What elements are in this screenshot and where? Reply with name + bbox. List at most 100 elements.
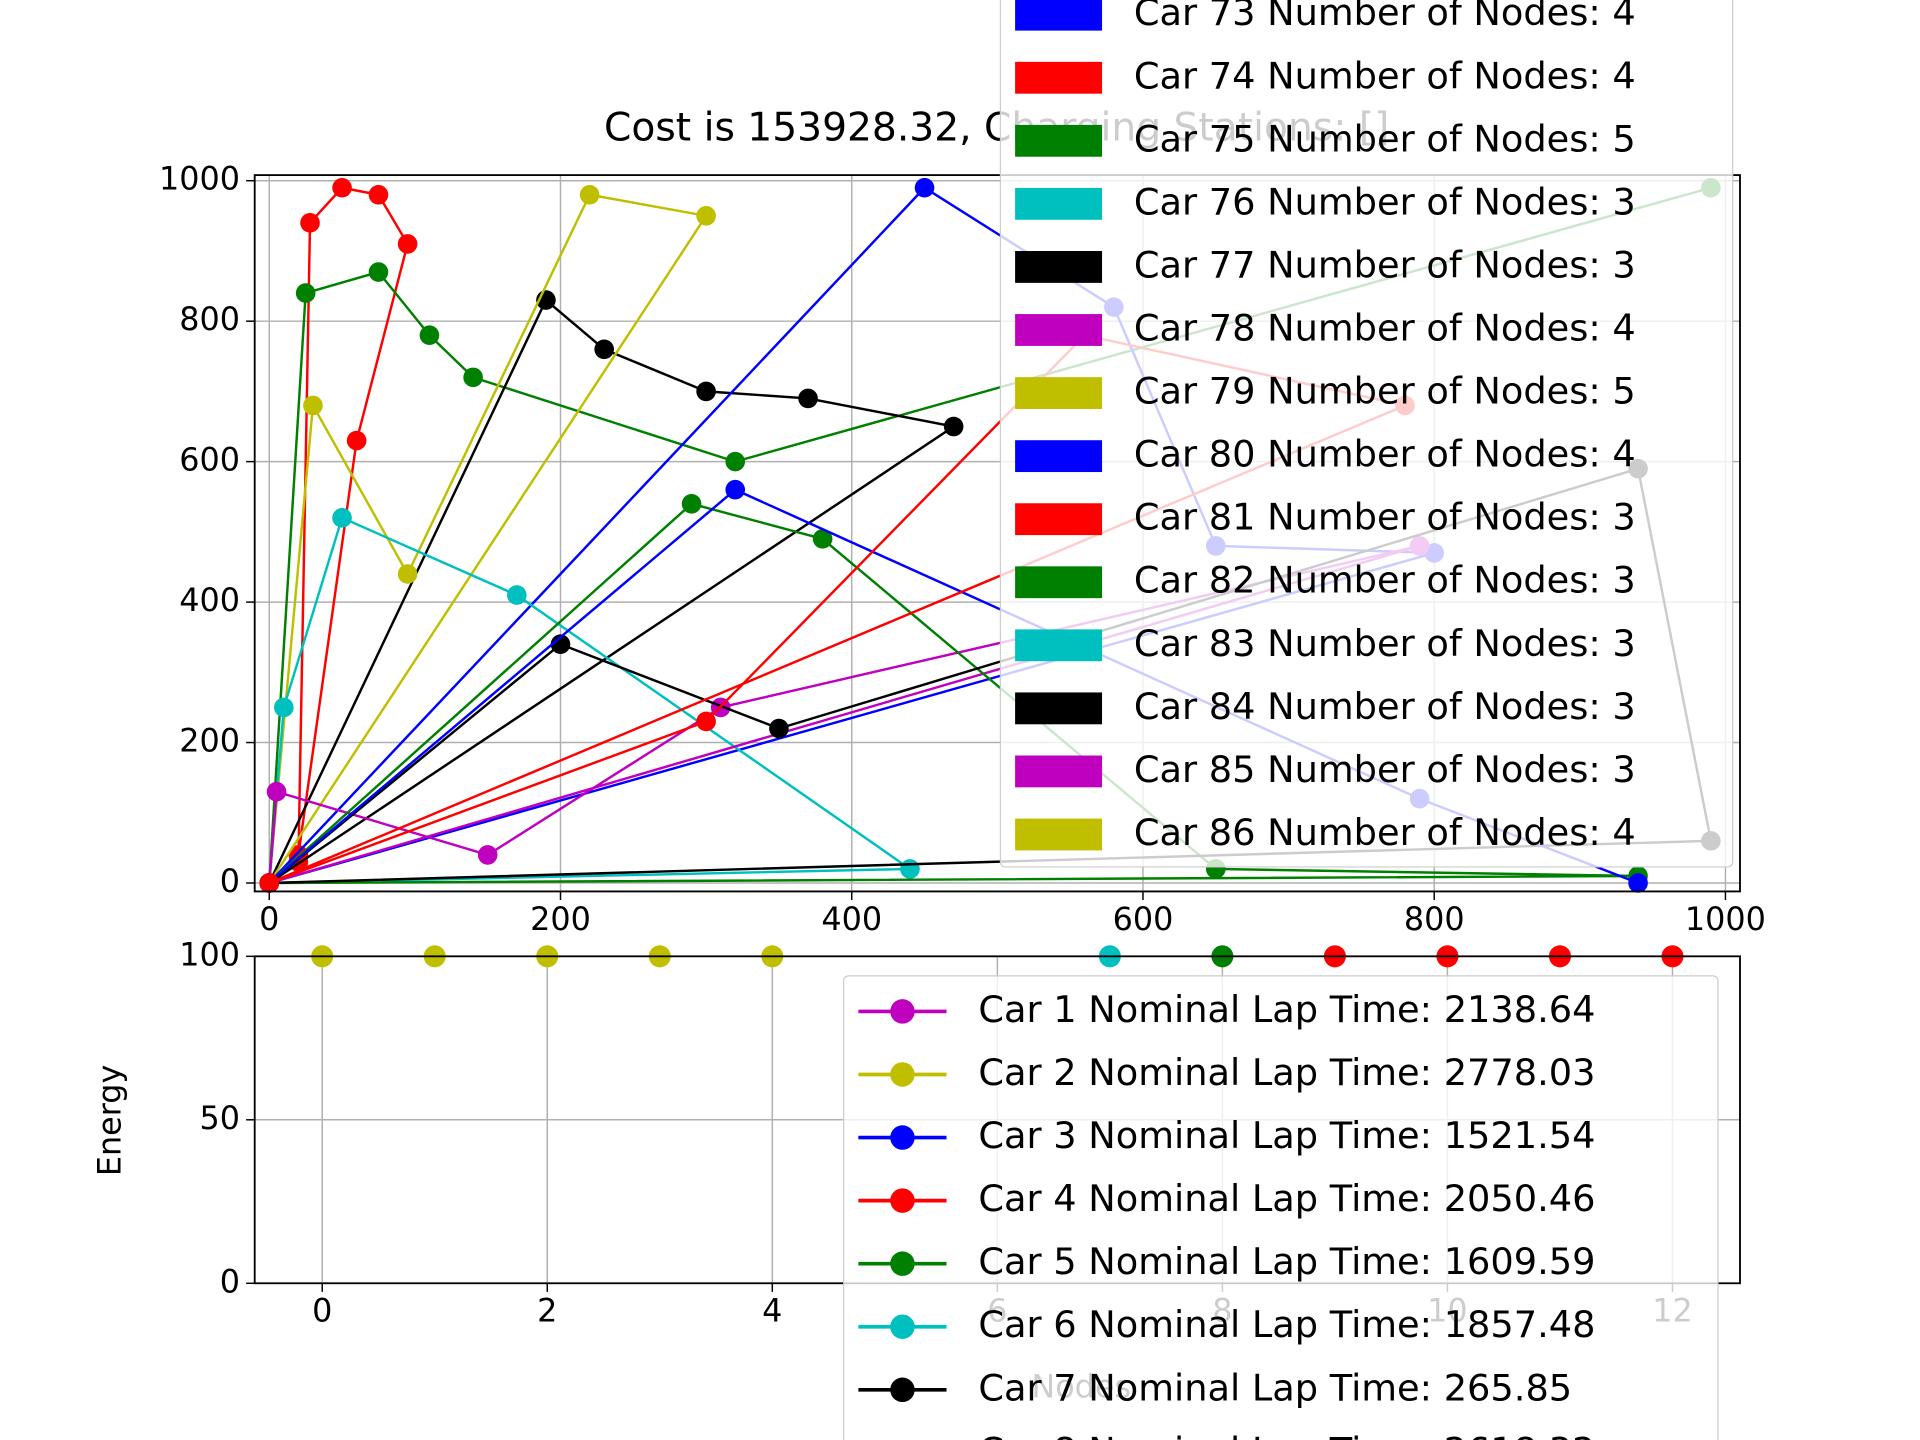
legend-patch [1015, 377, 1103, 409]
route-node [812, 529, 833, 549]
legend-label: Car 74 Number of Nodes: 4 [1134, 54, 1636, 97]
legend-marker [890, 1377, 915, 1403]
x-tick-label: 0 [312, 1292, 332, 1330]
legend-label: Car 73 Number of Nodes: 4 [1134, 0, 1636, 34]
legend-marker [890, 1314, 915, 1339]
legend-label: Car 75 Number of Nodes: 5 [1134, 117, 1636, 160]
legend-label: Car 80 Number of Nodes: 4 [1134, 433, 1636, 476]
route-node [266, 781, 287, 802]
legend-patch [1015, 61, 1103, 94]
y-tick-label: 400 [179, 581, 240, 619]
legend-patch [1015, 251, 1103, 283]
y-tick-label: 0 [220, 862, 240, 900]
legend-label: Car 4 Nominal Lap Time: 2050.46 [978, 1177, 1595, 1220]
axes-frame [253, 174, 1741, 893]
x-tick-label: 400 [821, 900, 882, 938]
legend-label: Car 78 Number of Nodes: 4 [1134, 307, 1636, 350]
route-node [696, 381, 716, 402]
x-tick-label: 200 [530, 900, 591, 938]
legend-label: Car 85 Number of Nodes: 3 [1134, 748, 1636, 791]
legend-label: Car 84 Number of Nodes: 3 [1134, 685, 1636, 728]
legend-label: Car 77 Number of Nodes: 3 [1134, 243, 1636, 286]
route-node [332, 508, 352, 528]
y-tick-label: 1000 [159, 160, 240, 198]
legend-marker [890, 1188, 915, 1213]
route-node [943, 416, 964, 437]
route-node [696, 711, 716, 732]
route-line [268, 193, 709, 884]
legend-label: Car 76 Number of Nodes: 3 [1134, 180, 1636, 223]
legend-box [843, 975, 1719, 1440]
legend-label: Car 79 Number of Nodes: 5 [1134, 370, 1636, 413]
route-node [725, 451, 746, 472]
route-node [507, 585, 527, 605]
route-node [259, 873, 280, 893]
legend-label: Car 83 Number of Nodes: 3 [1134, 622, 1636, 665]
route-node [368, 184, 389, 205]
legend-label: Car 7 Nominal Lap Time: 265.85 [978, 1366, 1572, 1409]
legend-label: Car 2 Nominal Lap Time: 2778.03 [978, 1051, 1595, 1094]
route-node [681, 493, 702, 514]
route-node [550, 634, 571, 655]
legend-patch [1015, 818, 1103, 851]
route-node [300, 213, 320, 233]
legend-patch [1015, 314, 1103, 346]
x-tick-label: 4 [762, 1292, 782, 1330]
route-node [900, 859, 920, 879]
route-node [303, 395, 323, 416]
legend-label: Car 6 Nominal Lap Time: 1857.48 [978, 1303, 1595, 1346]
x-tick-label: 600 [1113, 900, 1174, 938]
route-node [419, 325, 440, 346]
y-tick-label: 200 [179, 722, 240, 760]
route-node [914, 177, 935, 198]
legend-patch [1015, 692, 1103, 725]
route-node [346, 430, 367, 451]
x-tick-label: 2 [537, 1292, 557, 1330]
route-node [769, 718, 789, 739]
legend-patch [1015, 187, 1103, 220]
legend-patch [1015, 124, 1103, 157]
legend-patch [1015, 755, 1103, 788]
x-tick-label: 0 [259, 900, 279, 938]
legend-marker [890, 1125, 915, 1150]
y-tick-label: 100 [179, 935, 240, 973]
legend-patch [1015, 0, 1103, 31]
route-node [295, 283, 316, 303]
route-node [274, 697, 294, 718]
y-axis-label: Energy [90, 1065, 128, 1176]
x-tick-label: 800 [1404, 900, 1465, 938]
y-tick-label: 800 [179, 300, 240, 338]
x-tick-label: 1000 [1685, 900, 1766, 938]
legend-label: Car 1 Nominal Lap Time: 2138.64 [978, 988, 1595, 1031]
legend-label: Car 3 Nominal Lap Time: 1521.54 [978, 1114, 1595, 1157]
legend-patch [1015, 440, 1103, 473]
route-node [594, 339, 614, 360]
y-tick-label: 600 [179, 441, 240, 479]
route-node [463, 367, 483, 388]
legend-box [999, 0, 1734, 868]
y-tick-label: 50 [199, 1099, 240, 1137]
route-node [1628, 873, 1648, 893]
route-node [579, 184, 600, 205]
legend-label: Car 86 Number of Nodes: 4 [1134, 811, 1636, 854]
legend-label: Car 81 Number of Nodes: 3 [1134, 496, 1636, 539]
route-node [397, 564, 418, 584]
route-node [477, 845, 498, 865]
legend-patch [1015, 629, 1103, 662]
route-node [725, 479, 746, 500]
legend-marker [890, 999, 915, 1024]
route-node [397, 234, 418, 254]
route-node [798, 388, 818, 409]
legend-label: Car 8 Nominal Lap Time: 2618.32 [978, 1429, 1595, 1440]
legend-marker [890, 1062, 915, 1087]
legend-label: Car 82 Number of Nodes: 3 [1134, 559, 1636, 602]
legend-marker [890, 1251, 915, 1276]
y-tick-label: 0 [220, 1262, 240, 1300]
route-node [368, 262, 389, 282]
legend-label: Car 5 Nominal Lap Time: 1609.59 [978, 1240, 1595, 1283]
route-node [696, 206, 716, 226]
route-line [268, 516, 914, 885]
route-node [332, 177, 352, 198]
